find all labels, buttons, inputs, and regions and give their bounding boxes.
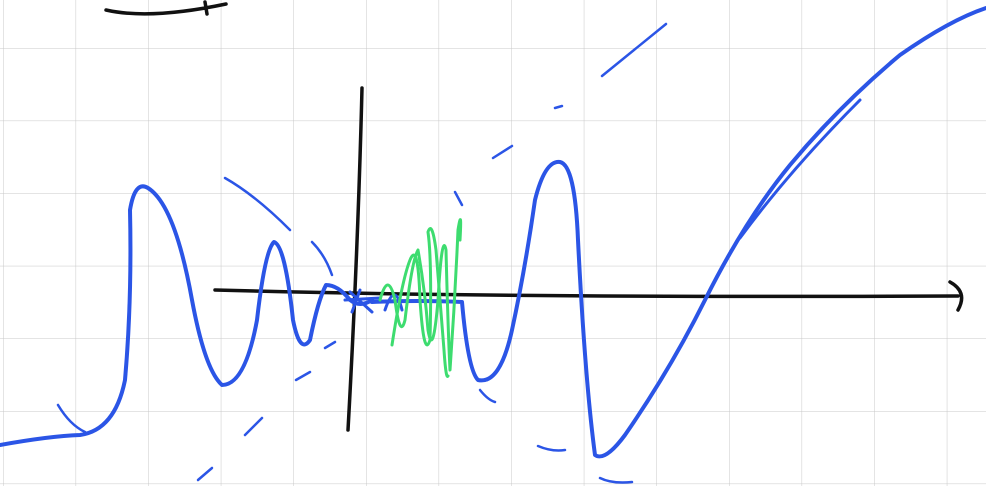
page	[0, 0, 986, 486]
grid-paper	[0, 0, 986, 486]
sketch-canvas	[0, 0, 986, 486]
